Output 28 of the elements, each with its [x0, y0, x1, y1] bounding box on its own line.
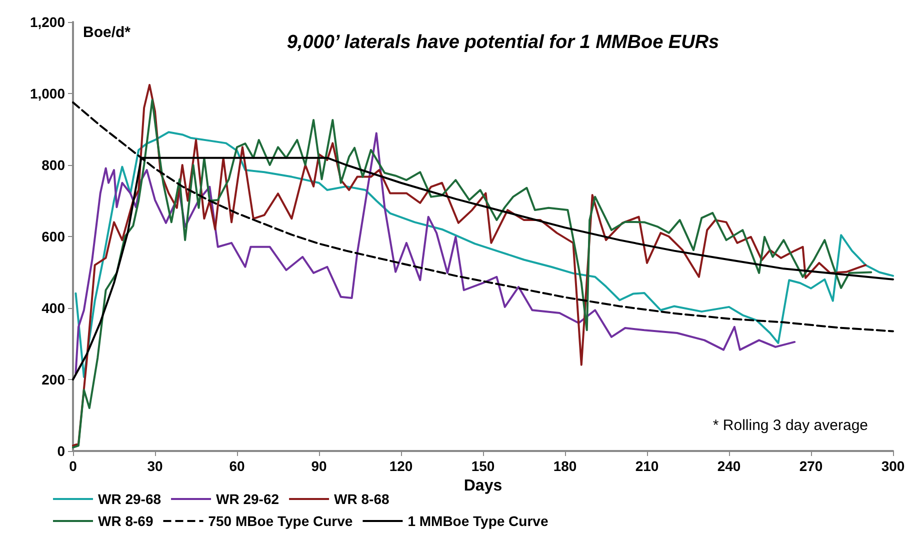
y-tick-label: 200 — [42, 372, 66, 388]
x-tick-label: 0 — [69, 458, 78, 474]
text: 9,000’ laterals have potential for 1 MMBoe EURs — [286, 32, 720, 53]
y-tick-label: 1,000 — [30, 86, 66, 102]
y-tick-label: 400 — [42, 300, 66, 316]
legend-label: WR 8-69 — [98, 513, 154, 529]
legend-label: 1 MMBoe Type Curve — [408, 513, 548, 529]
x-tick-label: 90 — [311, 458, 327, 474]
x-tick-label: 120 — [389, 458, 413, 474]
x-axis-title: Days — [464, 477, 502, 494]
y-tick-label: 600 — [42, 228, 66, 244]
x-tick-label: 210 — [635, 458, 659, 474]
y-tick-label: 1,200 — [30, 14, 66, 30]
legend-label: WR 8-68 — [334, 491, 390, 507]
annotation: * Rolling 3 day average — [712, 417, 868, 434]
legend-label: 750 MBoe Type Curve — [208, 513, 353, 529]
y-tick-label: 800 — [42, 157, 66, 173]
y-tick-label: 0 — [57, 443, 66, 459]
x-tick-label: 30 — [147, 458, 163, 474]
x-tick-label: 300 — [881, 458, 905, 474]
x-tick-label: 270 — [799, 458, 823, 474]
x-tick-label: 240 — [717, 458, 741, 474]
x-tick-label: 60 — [229, 458, 245, 474]
legend-label: WR 29-62 — [216, 491, 280, 507]
legend-label: WR 29-68 — [98, 491, 162, 507]
x-tick-label: 180 — [553, 458, 577, 474]
x-tick-label: 150 — [471, 458, 495, 474]
y-axis-title: Boe/d* — [83, 24, 131, 41]
